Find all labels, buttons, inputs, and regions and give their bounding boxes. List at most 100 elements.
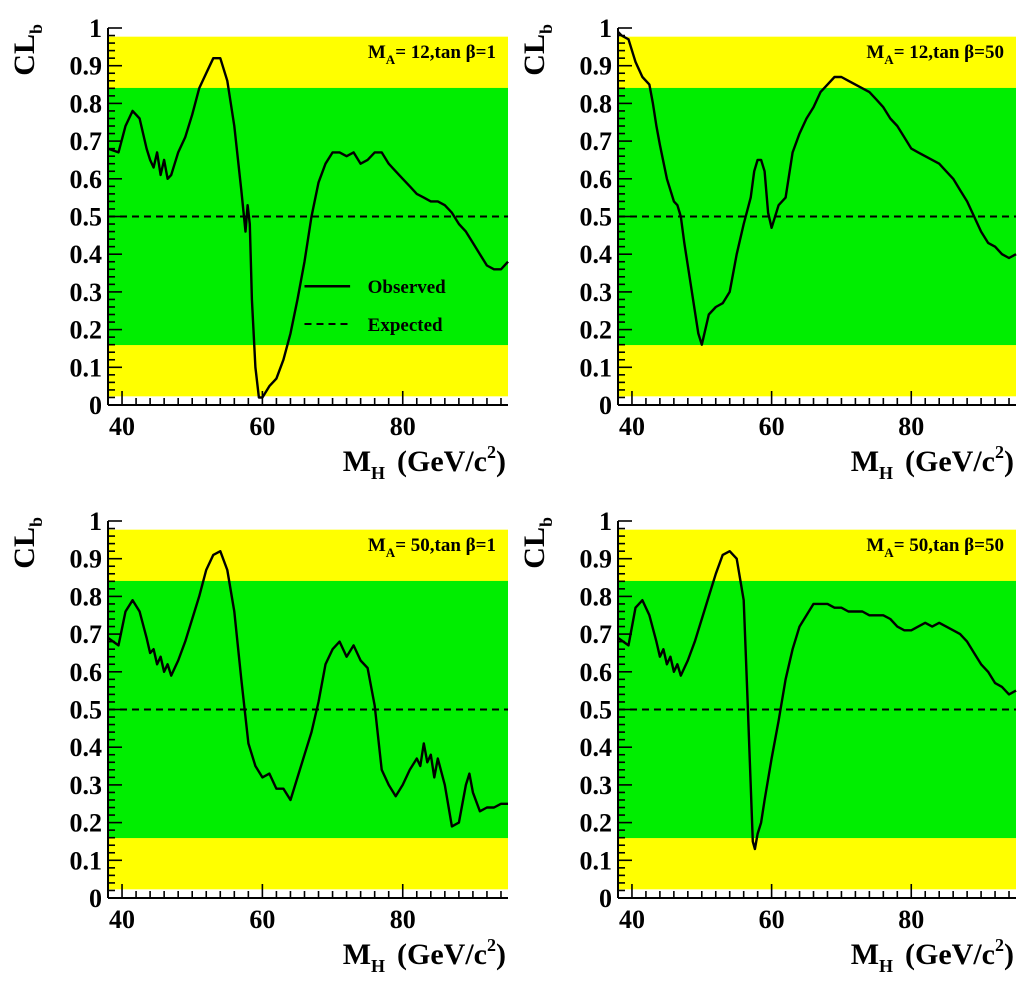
y-tick-label: 0.4 — [70, 733, 103, 762]
x-axis-title-subscript: H — [879, 956, 893, 976]
panel-title-rest: = 50,tan β=50 — [894, 535, 1004, 556]
x-axis-title-superscript: 2 — [995, 442, 1004, 462]
x-axis-title: MH (GeV/c2) — [851, 442, 1014, 483]
observed-line — [107, 550, 508, 828]
y-tick-label: 0.7 — [70, 127, 103, 156]
x-axis-title: MH (GeV/c2) — [343, 442, 506, 483]
y-tick-label: 0.4 — [70, 240, 103, 269]
y-axis-title: CLb — [518, 517, 556, 569]
panel-title-rest: = 12,tan β=1 — [395, 42, 496, 63]
x-tick-label: 80 — [390, 412, 416, 441]
panel-title-subscript: A — [884, 52, 894, 67]
x-axis-title-subscript: H — [879, 463, 893, 483]
y-tick-label: 0.5 — [580, 696, 613, 725]
y-tick-label: 0.3 — [70, 278, 103, 307]
x-tick-label: 40 — [109, 905, 135, 934]
y-tick-label: 0 — [599, 391, 612, 420]
y-axis-title-symbol: CL — [8, 34, 41, 76]
x-axis-title-unit: (GeV/c — [397, 445, 487, 478]
panel-title-rest: = 12,tan β=50 — [894, 42, 1004, 63]
y-tick-label: 0.9 — [70, 545, 103, 574]
y-axis-title-subscript: b — [26, 517, 46, 527]
x-axis-title-symbol: M — [851, 445, 879, 478]
x-axis-title-close: ) — [496, 938, 506, 971]
y-tick-label: 0.3 — [70, 771, 103, 800]
y-tick-label: 0.3 — [580, 278, 613, 307]
panel-title: MA= 12,tan β=50 — [866, 42, 1004, 67]
legend-expected-label: Expected — [368, 315, 443, 336]
x-axis-title-symbol: M — [343, 938, 371, 971]
y-tick-label: 0.5 — [70, 696, 103, 725]
x-axis-title: MH (GeV/c2) — [343, 935, 506, 976]
y-tick-label: 0 — [89, 391, 102, 420]
y-tick-label: 0.1 — [580, 353, 613, 382]
y-tick-label: 0.4 — [580, 733, 613, 762]
y-axis-title: CLb — [518, 24, 556, 76]
y-tick-label: 0.2 — [580, 316, 613, 345]
y-axis-title-subscript: b — [536, 24, 556, 34]
y-tick-label: 0.7 — [580, 620, 613, 649]
y-tick-label: 0.6 — [580, 165, 613, 194]
x-axis-title-unit: (GeV/c — [397, 938, 487, 971]
y-tick-label: 0.6 — [580, 658, 613, 687]
y-tick-label: 0.6 — [70, 165, 103, 194]
panel-title: MA= 50,tan β=50 — [866, 535, 1004, 560]
panel-title-subscript: A — [386, 52, 396, 67]
y-tick-label: 0.8 — [580, 582, 613, 611]
x-axis-title-subscript: H — [371, 956, 385, 976]
x-tick-label: 40 — [109, 412, 135, 441]
y-tick-label: 0.9 — [70, 52, 103, 81]
x-axis-title-symbol: M — [343, 445, 371, 478]
panel-title-symbol: M — [866, 42, 884, 63]
y-tick-label: 0.3 — [580, 771, 613, 800]
y-tick-label: 0.5 — [580, 203, 613, 232]
y-axis-title: CLb — [8, 24, 46, 76]
x-axis-title-close: ) — [496, 445, 506, 478]
x-axis-title: MH (GeV/c2) — [851, 935, 1014, 976]
panel-title-subscript: A — [884, 545, 894, 560]
y-tick-label: 0.6 — [70, 658, 103, 687]
panel-title: MA= 12,tan β=1 — [368, 42, 496, 67]
x-tick-label: 40 — [619, 412, 645, 441]
y-tick-label: 1 — [89, 507, 102, 536]
y-tick-label: 0.9 — [580, 545, 613, 574]
y-tick-label: 0.8 — [580, 89, 613, 118]
panel-title-symbol: M — [368, 535, 386, 556]
x-axis-title-superscript: 2 — [487, 442, 496, 462]
panel-title-symbol: M — [866, 535, 884, 556]
y-tick-label: 0 — [599, 884, 612, 913]
panel-title: MA= 50,tan β=1 — [368, 535, 496, 560]
x-tick-label: 60 — [249, 905, 275, 934]
legend-observed-label: Observed — [368, 277, 447, 298]
panel-title-symbol: M — [368, 42, 386, 63]
x-tick-label: 80 — [898, 905, 924, 934]
y-tick-label: 0.2 — [70, 316, 103, 345]
y-tick-label: 0.1 — [70, 353, 103, 382]
x-axis-title-symbol: M — [851, 938, 879, 971]
y-tick-label: 0.5 — [70, 203, 103, 232]
y-tick-label: 0.2 — [70, 809, 103, 838]
y-axis-title-symbol: CL — [518, 34, 551, 76]
x-tick-label: 80 — [898, 412, 924, 441]
x-axis-title-superscript: 2 — [995, 935, 1004, 955]
x-tick-label: 60 — [759, 412, 785, 441]
x-tick-label: 60 — [249, 412, 275, 441]
y-axis-title-symbol: CL — [518, 527, 551, 569]
y-tick-label: 0.1 — [70, 846, 103, 875]
x-axis-title-unit: (GeV/c — [905, 445, 995, 478]
y-axis-title-symbol: CL — [8, 527, 41, 569]
observed-line — [107, 57, 509, 399]
panel-title-subscript: A — [386, 545, 396, 560]
y-axis-title-subscript: b — [26, 24, 46, 34]
y-axis-title-subscript: b — [536, 517, 556, 527]
y-tick-label: 1 — [599, 14, 612, 43]
x-tick-label: 40 — [619, 905, 645, 934]
x-axis-title-subscript: H — [371, 463, 385, 483]
y-tick-label: 1 — [599, 507, 612, 536]
observed-line — [617, 30, 1017, 346]
y-tick-label: 0.7 — [70, 620, 103, 649]
y-tick-label: 1 — [89, 14, 102, 43]
